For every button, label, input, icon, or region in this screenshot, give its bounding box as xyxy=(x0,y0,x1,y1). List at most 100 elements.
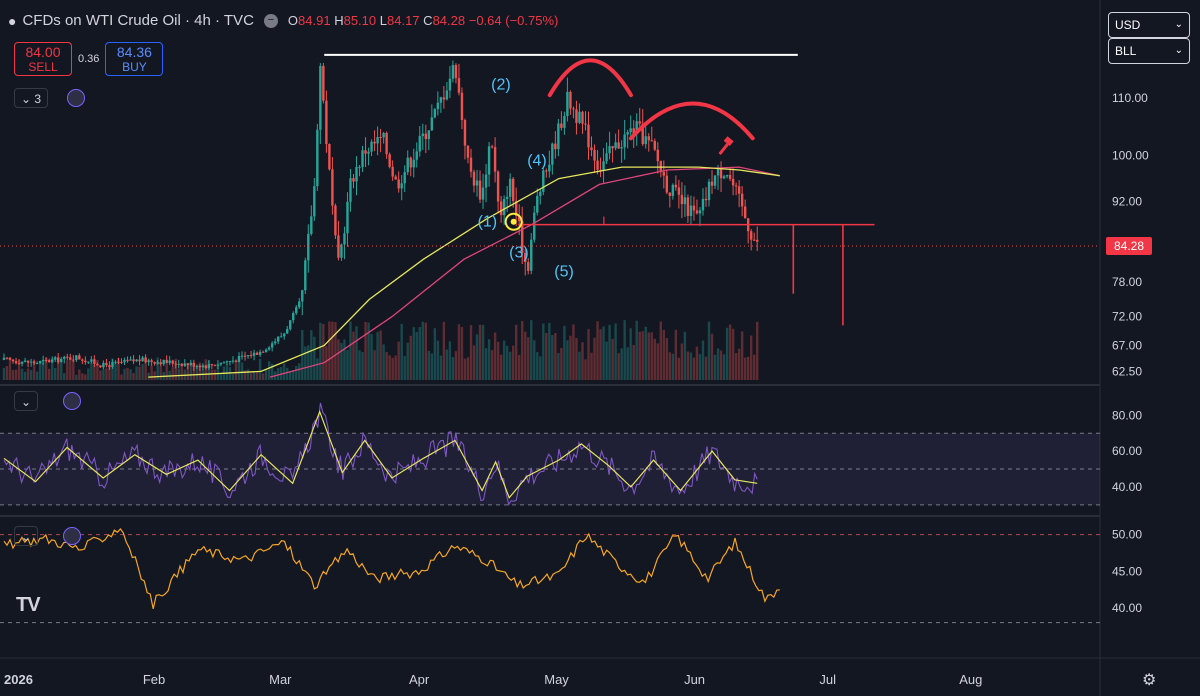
price-candle xyxy=(725,175,729,177)
hammer-marker-head xyxy=(723,136,734,146)
volume-bar xyxy=(433,328,437,380)
price-candle xyxy=(286,329,289,334)
price-candle xyxy=(524,252,527,263)
volume-bar xyxy=(731,328,735,380)
symbol-title[interactable]: CFDs on WTI Crude Oil · 4h · TVC xyxy=(22,12,254,29)
price-candle xyxy=(743,206,747,219)
volume-bar xyxy=(490,350,494,380)
volume-bar xyxy=(454,351,458,380)
volume-bar xyxy=(102,369,105,380)
price-candle xyxy=(340,244,343,258)
volume-bar xyxy=(569,335,572,380)
volume-bar xyxy=(174,358,177,380)
gear-icon[interactable]: ⚙ xyxy=(1142,672,1157,689)
volume-bar xyxy=(11,369,15,380)
volume-bar xyxy=(743,357,747,380)
volume-bar xyxy=(189,365,192,380)
volume-bar xyxy=(135,366,138,380)
price-candle xyxy=(379,137,382,139)
price-candle xyxy=(180,363,183,366)
price-candle xyxy=(563,115,566,128)
volume-bar xyxy=(554,333,557,380)
volume-bar xyxy=(325,346,328,380)
price-candle xyxy=(716,168,720,176)
price-candle xyxy=(451,65,455,79)
price-candle xyxy=(222,362,226,364)
currency-select[interactable]: USD ⌄ xyxy=(1108,12,1190,38)
volume-bar xyxy=(704,356,708,380)
price-candle xyxy=(255,352,259,355)
price-candle xyxy=(237,356,241,362)
price-candle xyxy=(710,181,714,186)
volume-bar xyxy=(707,321,711,380)
price-candle xyxy=(2,357,6,360)
price-candle xyxy=(138,359,141,362)
price-candle xyxy=(463,120,467,146)
price-candle xyxy=(295,307,298,314)
volume-bar xyxy=(349,321,352,380)
price-candle xyxy=(442,97,446,100)
price-candle xyxy=(674,184,678,188)
volume-bar xyxy=(412,327,415,380)
price-candle xyxy=(551,143,554,165)
indicator-settings-icon[interactable] xyxy=(67,89,85,107)
time-axis-label: Jun xyxy=(684,672,705,687)
price-candle xyxy=(111,362,114,367)
volume-bar xyxy=(352,331,355,380)
osc-settings-icon[interactable] xyxy=(63,527,81,545)
chevron-down-icon: ⌄ xyxy=(21,530,32,544)
price-candle xyxy=(14,361,18,364)
price-candle xyxy=(521,221,524,253)
volume-bar xyxy=(521,321,524,380)
volume-bar xyxy=(620,348,623,380)
price-tick-label: 100.00 xyxy=(1112,149,1149,163)
volume-bar xyxy=(472,345,476,380)
buy-button[interactable]: 84.36 BUY xyxy=(105,42,164,76)
volume-bar xyxy=(710,333,714,380)
price-candle xyxy=(325,100,328,145)
ohlc-readout: O84.91 H85.10 L84.17 C84.28 −0.64 (−0.75… xyxy=(287,13,559,28)
osc-pane-toggle[interactable]: ⌄ xyxy=(14,526,39,546)
volume-bar xyxy=(47,368,51,380)
tradingview-logo-icon[interactable]: TV xyxy=(16,594,41,616)
volume-bar xyxy=(117,358,120,380)
rsi-settings-icon[interactable] xyxy=(63,392,81,410)
change-readout: −0.64 (−0.75%) xyxy=(468,13,559,28)
price-candle xyxy=(602,161,605,171)
wave-label: (1) xyxy=(478,213,498,230)
volume-bar xyxy=(385,351,388,380)
sell-button[interactable]: 84.00 SELL xyxy=(14,42,72,76)
oil-drop-icon: ● xyxy=(8,12,17,29)
price-candle xyxy=(165,359,168,363)
price-candle xyxy=(38,361,42,364)
volume-bar xyxy=(334,322,337,380)
price-candle xyxy=(252,352,256,356)
indicators-toggle[interactable]: ⌄ 3 xyxy=(14,88,49,108)
price-candle xyxy=(530,239,533,271)
unit-select[interactable]: BLL ⌄ xyxy=(1108,38,1190,64)
volume-bar xyxy=(123,368,126,380)
price-candle xyxy=(313,186,316,217)
volume-bar xyxy=(38,362,42,380)
volume-bar xyxy=(66,360,69,380)
price-candle xyxy=(204,365,208,369)
price-candle xyxy=(355,166,358,182)
rsi-band xyxy=(0,433,1100,505)
price-candle xyxy=(228,361,232,363)
volume-bar xyxy=(463,358,467,380)
volume-bar xyxy=(5,365,9,380)
price-candle xyxy=(686,197,690,216)
rsi-pane-toggle[interactable]: ⌄ xyxy=(14,391,39,411)
price-candle xyxy=(436,102,440,110)
price-candle xyxy=(11,359,15,362)
volume-bar xyxy=(35,371,39,380)
price-tick-label: 110.00 xyxy=(1112,91,1148,105)
volume-bar xyxy=(159,365,162,380)
price-candle xyxy=(626,132,629,135)
volume-bar xyxy=(147,372,150,380)
volume-bar xyxy=(551,335,554,380)
volume-bar xyxy=(493,332,497,380)
collapse-legend-icon[interactable]: − xyxy=(263,13,278,28)
price-tick-label: 62.50 xyxy=(1112,364,1142,378)
